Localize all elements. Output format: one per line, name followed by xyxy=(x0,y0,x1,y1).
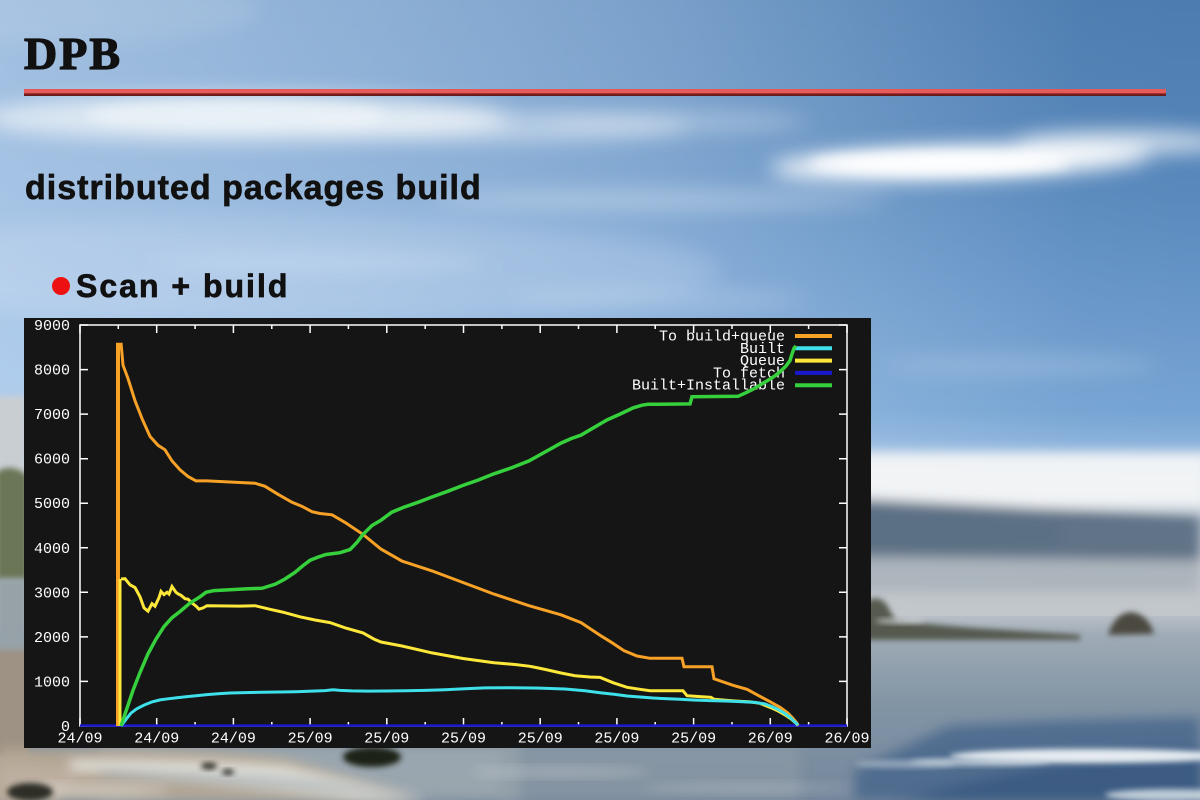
svg-text:25/09: 25/09 xyxy=(288,731,333,748)
svg-text:8000: 8000 xyxy=(34,363,70,380)
svg-text:5000: 5000 xyxy=(34,496,70,513)
svg-text:9000: 9000 xyxy=(34,318,70,335)
svg-text:Queue: Queue xyxy=(740,353,785,370)
svg-text:7000: 7000 xyxy=(34,407,70,424)
svg-text:24/09: 24/09 xyxy=(57,731,102,748)
svg-text:3000: 3000 xyxy=(34,585,70,602)
svg-text:Built: Built xyxy=(740,341,785,358)
svg-text:24/09: 24/09 xyxy=(134,731,179,748)
svg-text:Built+Installable: Built+Installable xyxy=(632,378,785,395)
svg-text:24/09: 24/09 xyxy=(211,731,256,748)
svg-text:25/09: 25/09 xyxy=(364,731,409,748)
svg-text:25/09: 25/09 xyxy=(441,731,486,748)
svg-text:25/09: 25/09 xyxy=(594,731,639,748)
svg-text:To build+queue: To build+queue xyxy=(659,329,785,346)
svg-text:4000: 4000 xyxy=(34,541,70,558)
svg-text:25/09: 25/09 xyxy=(671,731,716,748)
svg-text:2000: 2000 xyxy=(34,630,70,647)
svg-text:26/09: 26/09 xyxy=(748,731,793,748)
svg-text:To fetch: To fetch xyxy=(713,365,785,382)
svg-text:0: 0 xyxy=(61,719,70,736)
svg-text:26/09: 26/09 xyxy=(824,731,869,748)
svg-text:25/09: 25/09 xyxy=(518,731,563,748)
svg-text:1000: 1000 xyxy=(34,674,70,691)
svg-text:6000: 6000 xyxy=(34,452,70,469)
